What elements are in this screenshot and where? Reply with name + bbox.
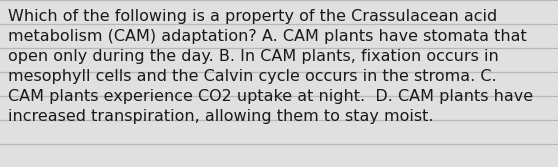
Text: Which of the following is a property of the Crassulacean acid
metabolism (CAM) a: Which of the following is a property of … [8, 9, 533, 124]
